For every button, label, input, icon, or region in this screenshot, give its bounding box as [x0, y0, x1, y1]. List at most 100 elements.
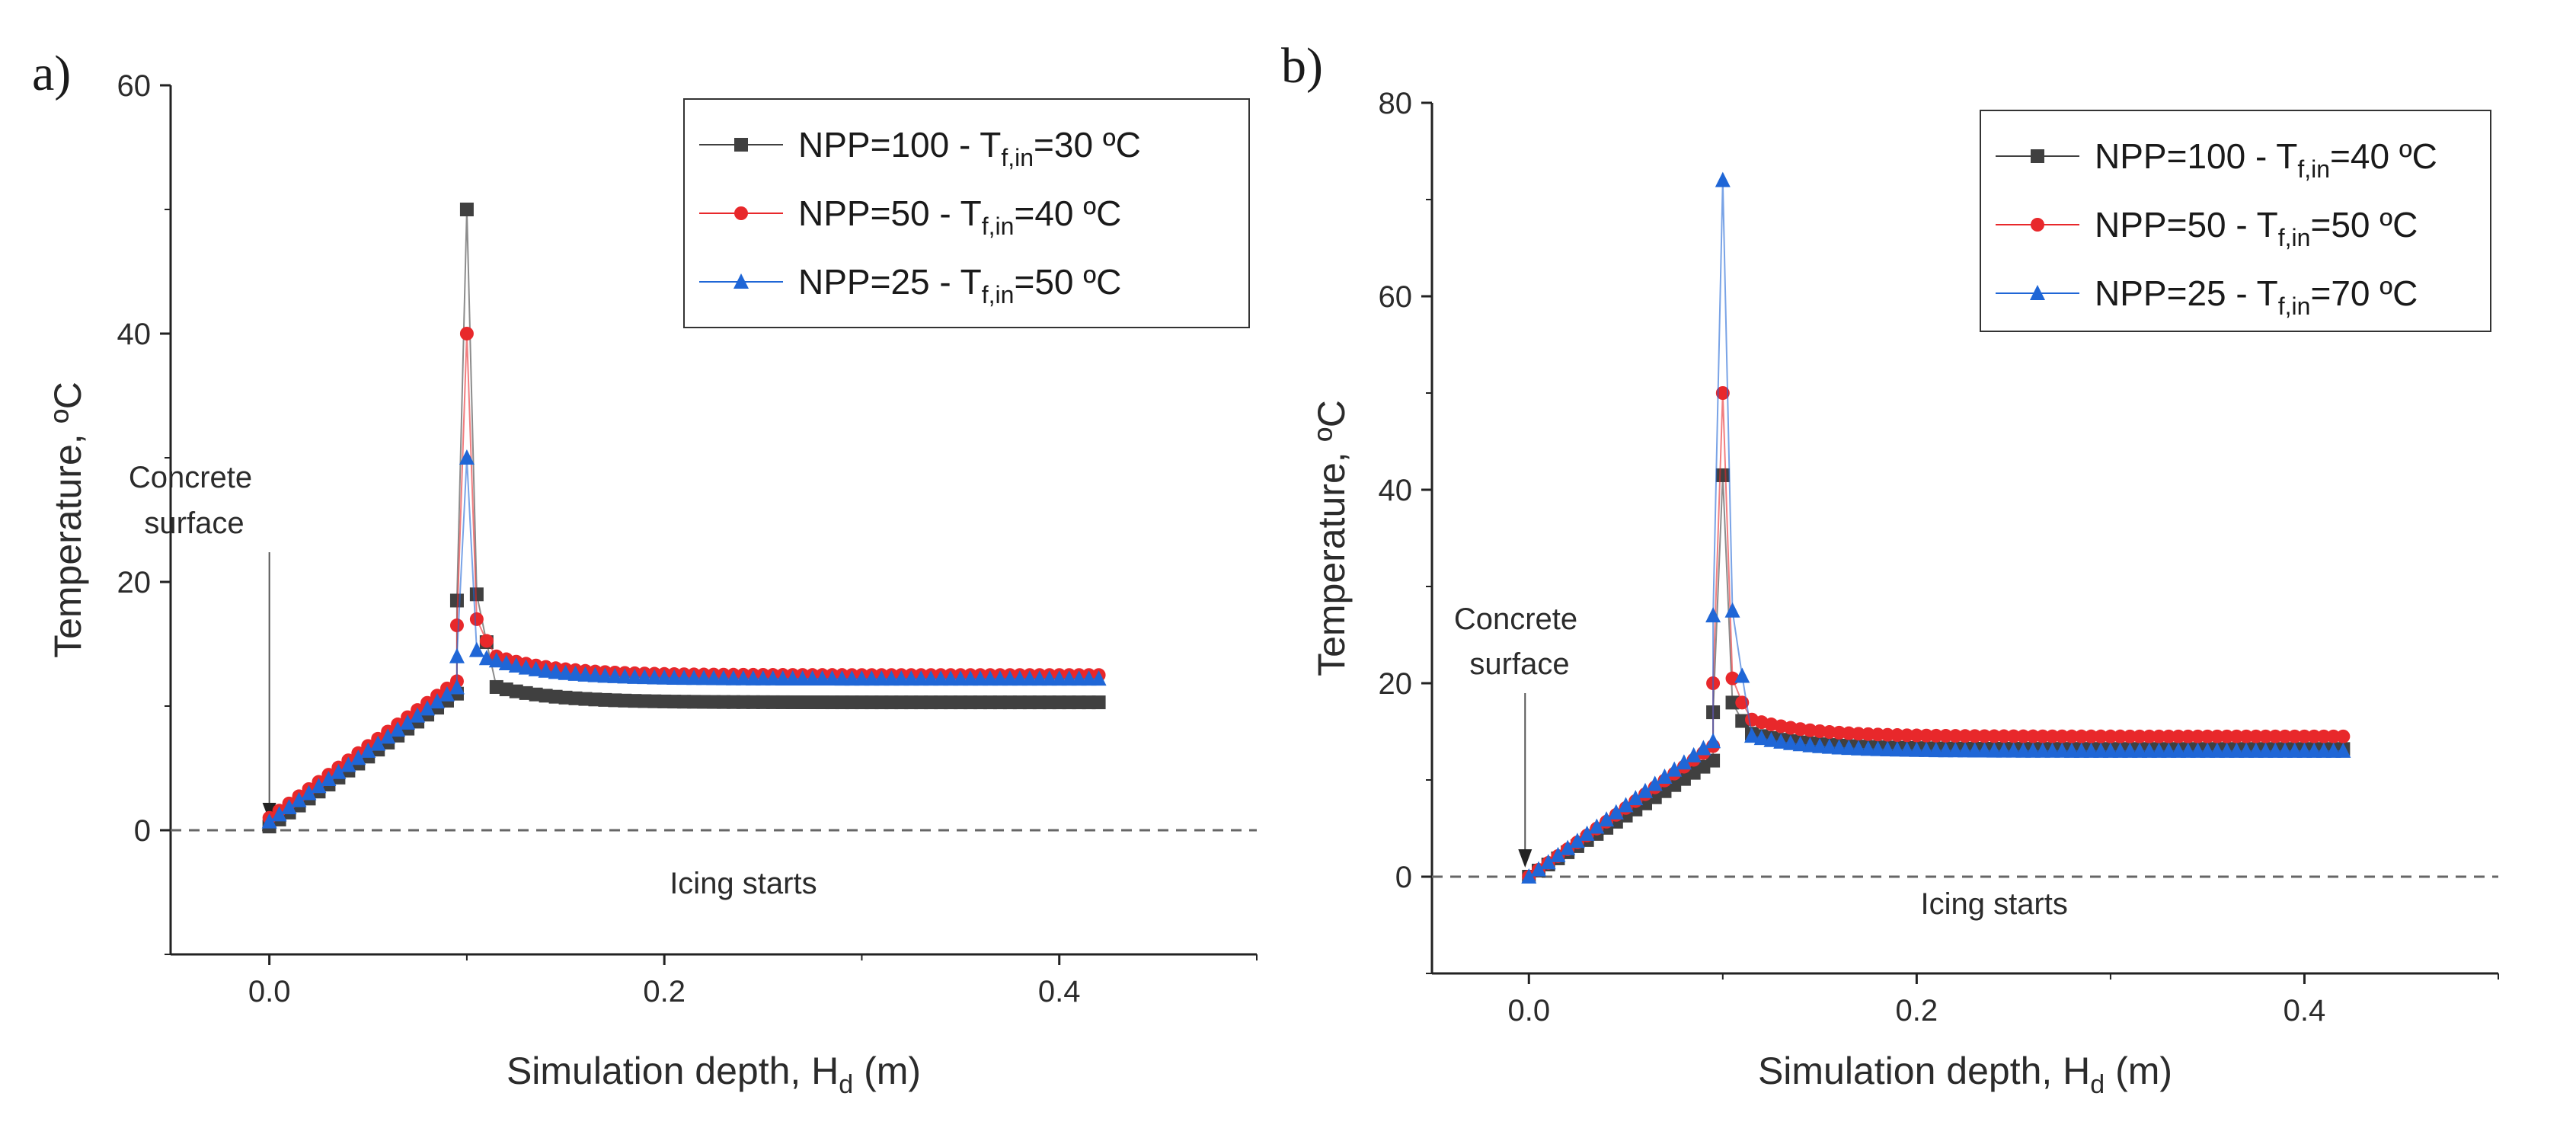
data-point — [1852, 727, 1865, 741]
data-point — [1890, 728, 1904, 743]
data-point — [745, 670, 761, 686]
data-point — [973, 670, 989, 686]
data-point — [1744, 727, 1759, 743]
data-point — [2297, 729, 2312, 743]
data-point — [834, 670, 850, 686]
legend-suffix: =30 ºC — [1034, 125, 1141, 165]
y-axis-title: Temperature, ºC — [1310, 400, 1353, 676]
data-point — [963, 670, 979, 686]
x-axis-title-sub: d — [2090, 1070, 2105, 1099]
data-point — [824, 670, 840, 686]
data-point — [1560, 839, 1576, 855]
data-point — [657, 669, 673, 685]
data-point — [2336, 729, 2351, 743]
legend-marker — [2031, 149, 2044, 163]
data-point — [1871, 727, 1885, 742]
data-point — [913, 670, 929, 686]
legend-suffix: =40 ºC — [2330, 136, 2437, 176]
series-line — [1528, 475, 2344, 877]
data-point — [1550, 846, 1566, 862]
data-point — [1021, 670, 1037, 686]
data-point — [1521, 868, 1537, 884]
x-axis-title-unit: (m) — [853, 1050, 921, 1092]
annotation-concrete: Concrete — [1454, 602, 1577, 636]
data-point — [2074, 729, 2089, 743]
data-point — [725, 670, 741, 686]
data-point — [2065, 729, 2079, 743]
data-point — [1608, 804, 1624, 820]
data-point — [2209, 742, 2225, 758]
data-point — [1706, 753, 1721, 768]
data-point — [933, 670, 949, 686]
data-point — [2191, 729, 2205, 743]
surface-arrow-head — [1518, 849, 1532, 868]
data-point — [2142, 729, 2156, 743]
data-point — [2248, 742, 2264, 758]
series-line — [269, 457, 1099, 823]
panel-a: a) 0 20 40 60 0.0 0.2 0.4 Temperature, ºC Simulat… — [32, 46, 1258, 1099]
x-axis-title-main: Simulation depth, H — [507, 1050, 839, 1092]
data-point — [449, 679, 465, 695]
data-point — [400, 714, 416, 730]
data-point — [459, 327, 474, 340]
data-point — [2103, 729, 2117, 743]
legend-entry: NPP=50 - Tf,in=40 ºC — [798, 193, 1121, 240]
data-point — [1987, 729, 2002, 743]
data-point — [1909, 741, 1925, 757]
data-point — [2229, 742, 2245, 758]
data-point — [1880, 740, 1896, 756]
data-point — [528, 660, 544, 676]
x-tick-label: 0.2 — [643, 975, 686, 1008]
panel-label: b) — [1281, 38, 1323, 94]
data-point — [1910, 728, 1924, 743]
data-point — [2220, 729, 2234, 743]
data-point — [449, 647, 465, 663]
data-point — [2113, 729, 2127, 743]
data-point — [1002, 670, 1018, 686]
data-point — [1958, 742, 1973, 758]
data-point — [1589, 818, 1605, 834]
data-point — [1091, 670, 1107, 686]
data-point — [479, 634, 494, 648]
legend-name: NPP=25 - T — [2095, 273, 2278, 313]
y-axis-title: Temperature, ºC — [46, 382, 89, 658]
data-point — [1705, 607, 1721, 623]
data-point — [538, 662, 554, 678]
y-tick-label: 20 — [117, 566, 152, 599]
data-point — [1705, 733, 1721, 749]
y-tick-label: 0 — [134, 814, 151, 848]
data-point — [449, 618, 464, 633]
data-point — [567, 665, 583, 681]
data-point — [706, 670, 721, 686]
data-point — [2200, 729, 2215, 743]
data-point — [370, 735, 386, 751]
data-point — [923, 670, 939, 686]
legend-name: NPP=100 - T — [798, 125, 1001, 165]
data-point — [1996, 729, 2011, 743]
x-axis-title: Simulation depth, Hd (m) — [507, 1050, 921, 1099]
annotation-surface: surface — [144, 507, 244, 540]
x-tick-label: 0.0 — [248, 975, 291, 1008]
data-point — [1967, 742, 1983, 758]
data-point — [1724, 602, 1740, 618]
legend-suffix: =70 ºC — [2310, 273, 2418, 313]
data-point — [2161, 742, 2177, 758]
data-point — [1802, 737, 1818, 753]
data-point — [2083, 742, 2099, 758]
data-point — [1861, 727, 1875, 741]
data-point — [2306, 742, 2322, 758]
legend-entry: NPP=50 - Tf,in=50 ºC — [2095, 205, 2418, 251]
data-point — [607, 667, 623, 683]
data-point — [1899, 741, 1915, 757]
data-point — [2316, 729, 2331, 743]
data-point — [311, 778, 327, 794]
data-point — [1676, 754, 1692, 770]
data-point — [1919, 741, 1935, 757]
data-point — [1628, 790, 1644, 806]
data-point — [785, 670, 801, 686]
legend-sub: f,in — [982, 281, 1015, 308]
data-point — [1753, 730, 1769, 746]
data-point — [637, 669, 653, 685]
data-point — [488, 652, 504, 668]
